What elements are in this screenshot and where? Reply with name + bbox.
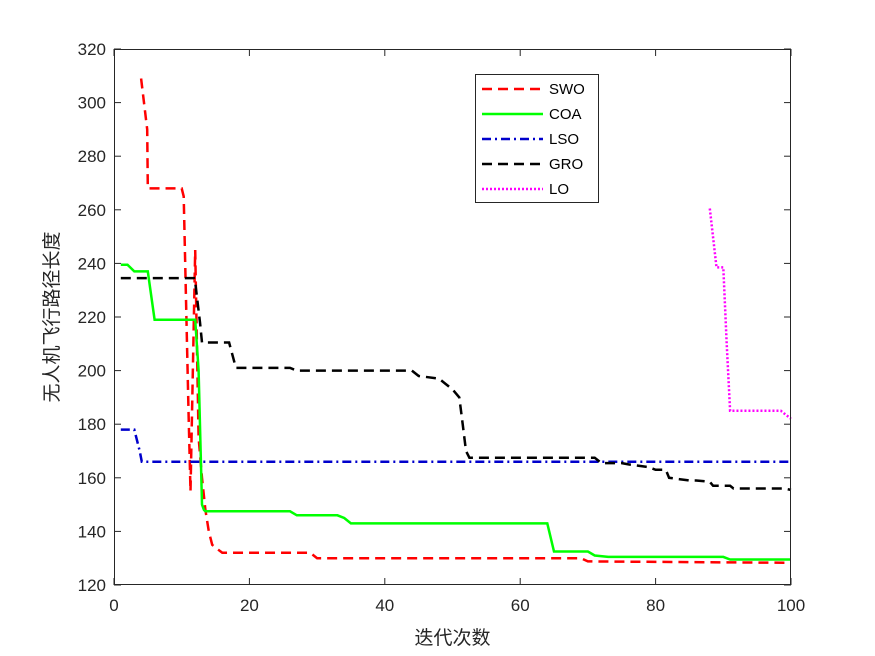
- y-tick-label: 140: [78, 522, 106, 541]
- legend-item-lso: LSO: [482, 131, 579, 148]
- legend-item-lo: LO: [482, 181, 569, 198]
- y-tick-label: 200: [78, 362, 106, 381]
- plot-area: [114, 49, 791, 585]
- x-tick-label: 100: [777, 596, 805, 615]
- legend-label: LO: [549, 181, 569, 198]
- y-tick-label: 160: [78, 469, 106, 488]
- x-axis-ticks: 0 20 40 60 80 100: [109, 49, 805, 615]
- legend-label: COA: [549, 106, 582, 123]
- series-line-lo: [708, 208, 792, 420]
- series-line-swo: [139, 78, 792, 565]
- y-tick-label: 280: [78, 147, 106, 166]
- y-tick-label: 320: [78, 40, 106, 59]
- x-tick-label: 80: [646, 596, 665, 615]
- legend-label: SWO: [549, 81, 585, 98]
- legend-item-gro: GRO: [482, 156, 583, 173]
- y-axis-ticks: 120 140 160 180 200 220 240 260 280 300 320: [78, 40, 791, 595]
- series-lines: [120, 78, 792, 565]
- series-line-lso: [120, 428, 791, 463]
- legend-label: GRO: [549, 156, 583, 173]
- y-tick-label: 220: [78, 308, 106, 327]
- x-tick-label: 20: [240, 596, 259, 615]
- x-tick-label: 0: [109, 596, 118, 615]
- y-tick-label: 300: [78, 94, 106, 113]
- x-axis-title: 迭代次数: [414, 627, 490, 649]
- series-line-gro: [120, 276, 792, 492]
- legend-item-coa: COA: [482, 106, 582, 123]
- x-tick-label: 40: [375, 596, 394, 615]
- y-tick-label: 180: [78, 415, 106, 434]
- legend-item-swo: SWO: [482, 81, 585, 98]
- y-tick-label: 240: [78, 254, 106, 273]
- legend: SWO COA LSO GRO LO: [475, 74, 599, 203]
- legend-label: LSO: [549, 131, 579, 148]
- plot-background: [114, 49, 791, 585]
- series-line-coa: [120, 263, 791, 561]
- y-tick-label: 120: [78, 576, 106, 595]
- y-tick-label: 260: [78, 201, 106, 220]
- y-axis-title: 无人机飞行路径长度: [41, 231, 63, 402]
- x-tick-label: 60: [511, 596, 530, 615]
